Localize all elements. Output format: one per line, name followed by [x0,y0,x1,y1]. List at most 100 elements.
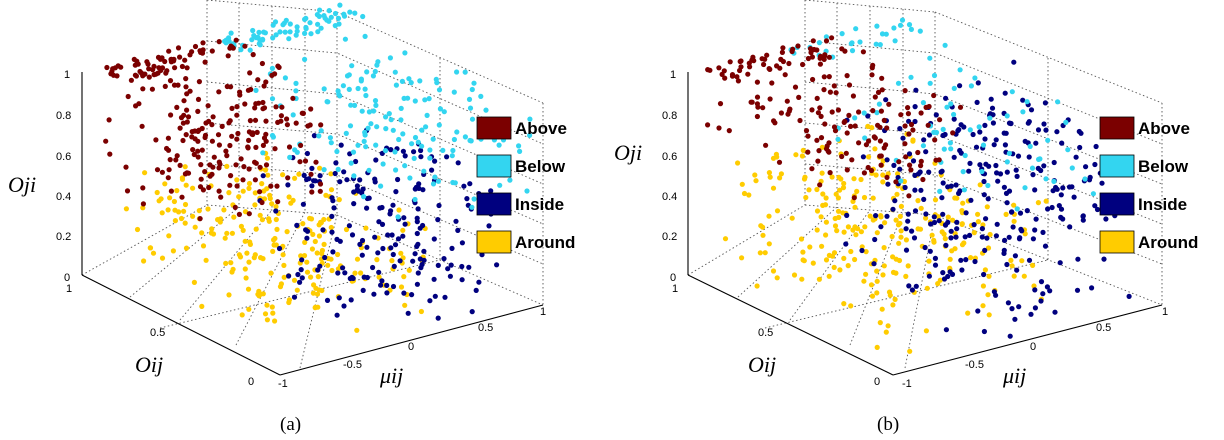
scatter-point-above [275,199,281,205]
scatter-point-below [1009,89,1015,95]
scatter-point-around [314,291,321,297]
legend-swatch [476,230,512,254]
scatter-point-inside [936,218,942,224]
scatter-point-below [360,13,366,20]
scatter-point-above [245,144,251,150]
scatter-point-inside [395,176,401,183]
scatter-point-above [216,89,222,95]
scatter-point-above [879,75,885,81]
scatter-point-inside [1032,227,1038,233]
scatter-point-around [273,204,279,210]
scatter-point-inside [332,170,338,177]
scatter-point-above [896,159,902,165]
scatter-point-above [274,183,280,189]
scatter-point-below [908,26,915,32]
scatter-point-above [805,149,811,155]
scatter-point-above [167,157,173,163]
z-tick-label: 0.8 [56,110,71,122]
scatter-point-inside [441,256,447,262]
scatter-point-around [270,310,276,316]
scatter-point-inside [931,219,938,226]
scatter-point-inside [943,242,949,248]
scatter-point-above [817,53,824,59]
scatter-point-above [226,120,232,126]
scatter-point-above [233,162,239,168]
scatter-point-above [198,176,204,182]
legend-label: Below [515,157,566,176]
scatter-point-around [302,239,308,245]
scatter-point-around [402,302,408,308]
scatter-point-around [806,187,812,193]
y-tick-label: 0 [1030,341,1036,353]
panel-caption: (a) [280,414,301,435]
scatter-point-inside [972,258,978,265]
scatter-point-above [149,86,155,92]
scatter-point-below [968,83,975,89]
scatter-point-around [389,258,395,264]
scatter-point-below [985,182,991,189]
scatter-point-around [879,306,885,312]
scatter-point-around [158,196,164,202]
scatter-point-above [746,60,752,66]
scatter-point-around [406,267,412,273]
scatter-point-below [337,2,343,8]
scatter-point-above [918,158,924,164]
scatter-point-inside [1002,142,1009,148]
scatter-point-above [132,72,138,78]
scatter-point-inside [948,183,954,189]
scatter-point-above [782,72,788,78]
scatter-point-inside [476,279,482,285]
scatter-point-above [898,112,904,118]
scatter-point-below [421,168,427,174]
scatter-point-above [705,67,711,73]
scatter-point-around [865,123,871,129]
scatter-point-inside [993,162,999,169]
scatter-point-around [292,175,298,181]
scatter-point-below [957,67,963,73]
scatter-point-around [1019,258,1025,264]
scatter-point-below [852,115,858,121]
scatter-point-inside [1013,167,1019,173]
scatter-point-inside [453,218,459,224]
scatter-point-below [327,135,333,141]
scatter-point-inside [1041,121,1047,127]
scatter-point-around [766,241,772,247]
scatter-point-above [104,64,110,71]
scatter-point-above [225,53,231,59]
scatter-point-below [849,40,855,46]
z-tick-label: 0.2 [662,231,677,243]
scatter-point-inside [1033,216,1039,222]
scatter-point-around [154,189,160,196]
scatter-point-around [298,253,304,259]
scatter-point-above [810,38,816,44]
scatter-point-inside [1033,140,1039,146]
scatter-point-above [829,109,835,115]
scatter-point-inside [416,181,422,187]
scatter-point-above [195,148,201,154]
scatter-point-below [1063,119,1069,125]
scatter-point-inside [909,287,916,293]
scatter-point-around [837,267,843,273]
scatter-point-above [726,128,732,134]
scatter-point-inside [941,276,948,282]
scatter-point-around [273,216,279,223]
scatter-point-above [263,79,269,85]
scatter-point-below [400,131,406,137]
scatter-point-above [162,58,168,65]
scatter-point-inside [418,147,424,154]
scatter-point-above [779,49,786,56]
scatter-point-below [823,34,830,40]
scatter-point-below [434,80,440,86]
scatter-point-below [253,87,259,93]
scatter-point-around [191,279,197,285]
scatter-point-above [240,177,246,183]
scatter-point-inside [294,222,300,228]
scatter-point-above [850,93,857,99]
scatter-point-below [876,101,883,107]
z-tick-label: 1 [670,69,676,81]
scatter-point-above [843,150,849,156]
scatter-point-above [140,86,146,92]
scatter-point-above [247,118,253,124]
scatter-point-inside [994,170,1000,176]
legend-swatch [1099,192,1135,216]
